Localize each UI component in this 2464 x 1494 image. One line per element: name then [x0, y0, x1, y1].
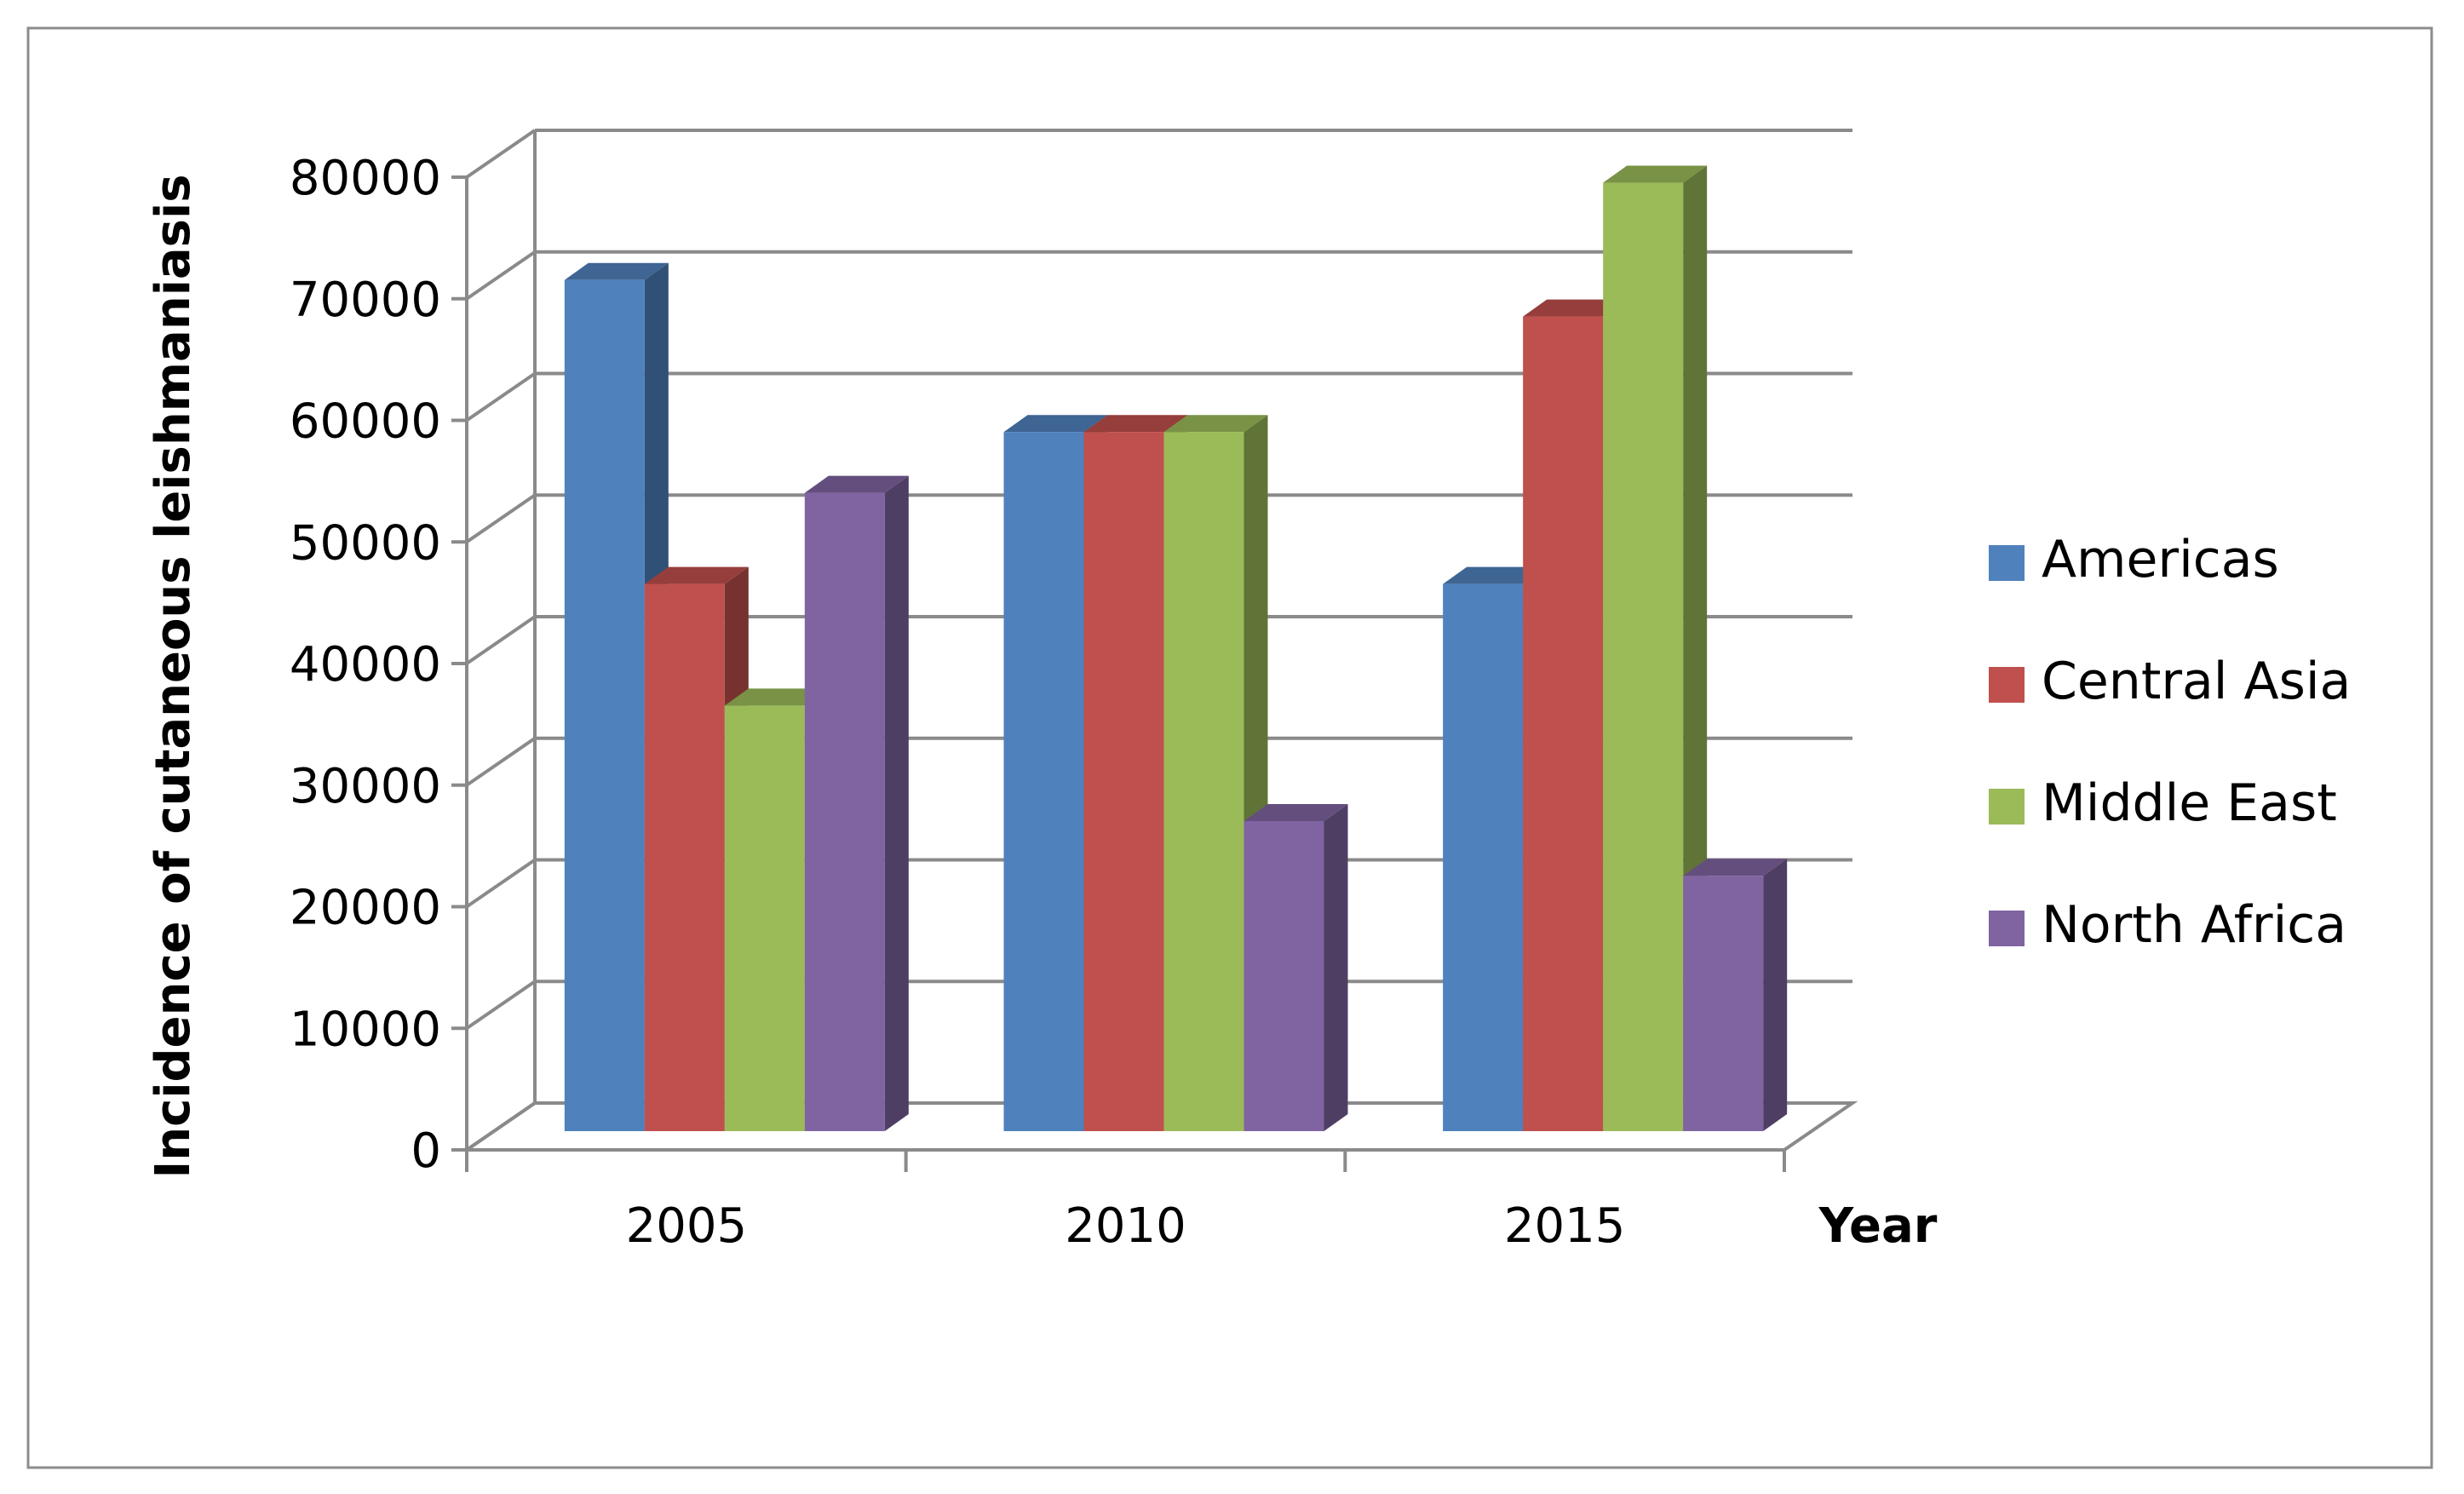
- bar-north-africa-2005: [804, 475, 909, 1131]
- x-tick-label: 2010: [1065, 1198, 1186, 1254]
- legend-swatch: [1989, 667, 2025, 703]
- bar-front: [1163, 432, 1244, 1131]
- bar-front: [644, 583, 725, 1131]
- y-tick-label: 50000: [290, 515, 441, 571]
- y-axis-title: Incidence of cutaneous leishmaniasis: [146, 174, 201, 1178]
- bar-top: [1083, 415, 1188, 433]
- bar-top: [1443, 566, 1548, 584]
- side-wall-gridline: [465, 858, 537, 909]
- bar-front: [724, 705, 805, 1131]
- bar-top: [1003, 415, 1108, 433]
- legend-swatch: [1989, 911, 2025, 946]
- bar-front: [1243, 820, 1324, 1131]
- bar-front: [1083, 432, 1164, 1131]
- bar-front: [1523, 316, 1604, 1131]
- y-tick-label: 30000: [290, 759, 441, 814]
- side-wall-gridline: [465, 737, 537, 787]
- side-wall-gridline: [465, 980, 537, 1030]
- bar-top: [1163, 415, 1268, 433]
- bar-north-africa-2010: [1243, 803, 1348, 1131]
- side-wall-gridline: [465, 371, 537, 422]
- legend-item-central-asia: Central Asia: [1989, 652, 2351, 711]
- legend-item-americas: Americas: [1989, 530, 2279, 589]
- legend-item-north-africa: North Africa: [1989, 895, 2346, 955]
- bar-north-africa-2015: [1683, 859, 1788, 1131]
- y-tick-label: 20000: [290, 881, 441, 936]
- side-wall-gridline: [465, 615, 537, 665]
- y-tick-label: 60000: [290, 394, 441, 450]
- bar-top: [1603, 165, 1708, 183]
- axes: [451, 130, 1786, 1172]
- legend-label: Central Asia: [2042, 652, 2351, 711]
- bar-side: [1763, 859, 1788, 1131]
- legend-label: North Africa: [2042, 895, 2346, 955]
- legend-item-middle-east: Middle East: [1989, 773, 2337, 833]
- y-tick-label: 0: [411, 1123, 441, 1179]
- bar-front: [1003, 432, 1084, 1131]
- bar-side: [1324, 803, 1348, 1131]
- bar-top: [1243, 803, 1348, 821]
- bar-top: [1683, 859, 1788, 876]
- bar-top: [724, 688, 829, 706]
- bar-front: [1603, 182, 1684, 1131]
- x-axis-title: Year: [1818, 1198, 1938, 1254]
- legend-swatch: [1989, 545, 2025, 581]
- bar-front: [804, 492, 885, 1131]
- legend-swatch: [1989, 789, 2025, 825]
- y-tick-label: 10000: [290, 1002, 441, 1057]
- legend: Americas Central Asia Middle East North Afr…: [1989, 530, 2351, 955]
- bar-top: [804, 475, 909, 493]
- bar-top: [644, 566, 749, 584]
- legend-label: Americas: [2042, 530, 2279, 589]
- side-wall-gridline: [465, 250, 537, 301]
- bar-side: [884, 475, 909, 1131]
- y-tick-label: 40000: [290, 637, 441, 692]
- x-tick-label: 2005: [626, 1198, 748, 1254]
- bars: [564, 165, 1788, 1131]
- bar-top: [564, 262, 669, 280]
- x-tick-label: 2015: [1504, 1198, 1626, 1254]
- bar-front: [1443, 583, 1524, 1131]
- bar-front: [564, 279, 645, 1131]
- y-tick-label: 70000: [290, 273, 441, 328]
- y-tick-label: 80000: [290, 151, 441, 206]
- side-wall-gridline: [465, 129, 537, 179]
- legend-label: Middle East: [2042, 773, 2337, 833]
- bar-top: [1523, 299, 1628, 317]
- side-wall-gridline: [465, 493, 537, 543]
- bar-front: [1683, 876, 1764, 1131]
- tick-labels: 0 10000 20000 30000 40000 50000 60000 70000 8000…: [146, 151, 1938, 1254]
